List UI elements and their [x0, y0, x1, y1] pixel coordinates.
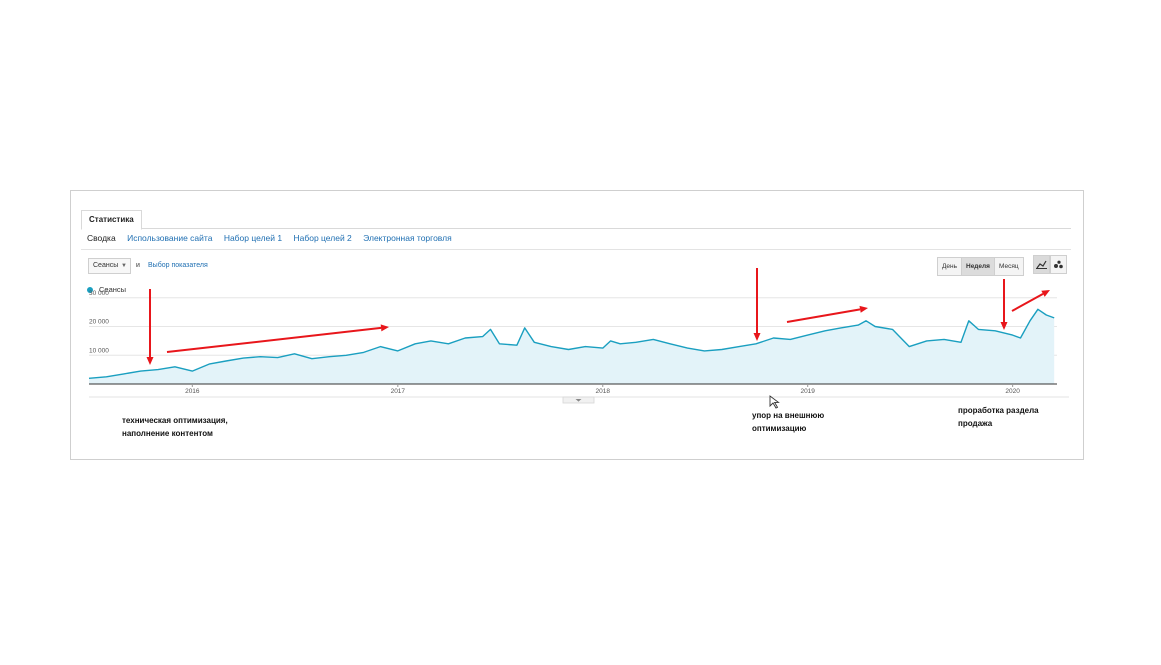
- y-tick-label: 20 000: [89, 319, 109, 326]
- sub-navigation: Сводка Использование сайта Набор целей 1…: [87, 233, 461, 243]
- annotation-arrow-up-shaft: [786, 308, 861, 323]
- x-tick-label: 2018: [596, 388, 611, 395]
- period-week-button[interactable]: Неделя: [962, 258, 995, 275]
- period-day-button[interactable]: День: [938, 258, 962, 275]
- y-tick-label: 10 000: [89, 347, 109, 354]
- annotation-technical-optimization: техническая оптимизация, наполнение конт…: [122, 416, 228, 438]
- x-tick-label: 2016: [185, 388, 200, 395]
- period-month-button[interactable]: Месяц: [994, 258, 1023, 275]
- x-tick-label: 2017: [391, 388, 406, 395]
- analytics-panel: Статистика Сводка Использование сайта На…: [70, 190, 1084, 460]
- subnav-ecommerce[interactable]: Электронная торговля: [363, 233, 452, 243]
- motion-chart-view-button[interactable]: [1050, 255, 1067, 274]
- annotation-arrow-up-head: [1041, 290, 1050, 297]
- view-toggle: [1033, 255, 1067, 274]
- legend-label: Сеансы: [99, 285, 127, 294]
- annotation-sales-section: проработка раздела продажа: [958, 406, 1039, 428]
- series-area: [89, 309, 1055, 384]
- annotation-arrow-up-head: [380, 324, 389, 332]
- x-tick-label: 2019: [800, 388, 815, 395]
- annotation-arrow-up-head: [859, 305, 868, 313]
- annotation-arrow-up-shaft: [1011, 292, 1044, 312]
- period-toggle: День Неделя Месяц: [937, 257, 1024, 276]
- annotation-external-optimization: упор на внешнюю оптимизацию: [752, 411, 825, 433]
- and-label: и: [136, 262, 140, 269]
- metric-select[interactable]: Сеансы ▼: [88, 258, 131, 274]
- chevron-down-icon: ▼: [121, 263, 127, 269]
- annotation-arrow-up-shaft: [166, 326, 382, 353]
- y-tick-label: 30 000: [89, 290, 109, 297]
- subnav-goal-set-2[interactable]: Набор целей 2: [293, 233, 352, 243]
- line-chart-icon: [1036, 260, 1047, 269]
- legend-swatch: [87, 286, 93, 293]
- series-line: [88, 308, 1055, 379]
- motion-chart-icon: [1054, 260, 1063, 269]
- line-chart-view-button[interactable]: [1033, 255, 1050, 274]
- mouse-cursor-icon: [769, 395, 780, 409]
- x-tick-label: 2020: [1005, 388, 1020, 395]
- annotation-arrow-down-head: [1000, 322, 1008, 330]
- annotation-arrow-down-head: [753, 333, 761, 341]
- tab-bar: Статистика: [81, 210, 1071, 230]
- divider: [81, 249, 1071, 250]
- chart-legend: Сеансы: [87, 285, 126, 294]
- subnav-site-usage[interactable]: Использование сайта: [127, 233, 213, 243]
- annotation-arrow-down-head: [146, 357, 154, 365]
- tab-statistics[interactable]: Статистика: [81, 210, 142, 230]
- expand-chevron-icon: [575, 399, 582, 402]
- subnav-summary[interactable]: Сводка: [87, 233, 116, 243]
- metric-select-value: Сеансы: [93, 262, 119, 269]
- choose-metric-link[interactable]: Выбор показателя: [148, 262, 208, 269]
- subnav-goal-set-1[interactable]: Набор целей 1: [223, 233, 283, 243]
